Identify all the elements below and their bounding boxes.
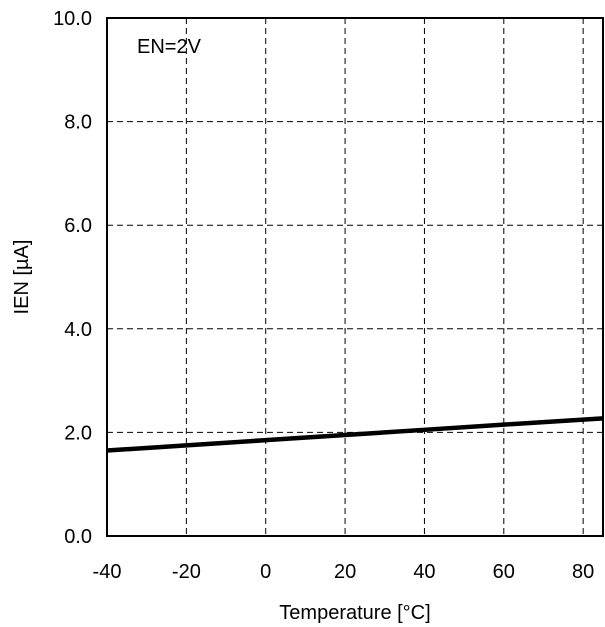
annotation-en-2v: EN=2V [137,36,202,58]
y-tick-label: 2.0 [64,422,92,444]
series-line-0 [106,416,604,453]
grid [107,18,603,536]
y-tick-label: 6.0 [64,215,92,237]
y-tick-label: 0.0 [64,526,92,548]
series-layer [106,416,604,453]
y-tick-label: 8.0 [64,112,92,134]
x-tick-label: 40 [413,561,435,583]
x-tick-label: 0 [260,561,271,583]
x-tick-label: 80 [572,561,594,583]
x-tick-labels: -40 -20 0 20 40 60 80 [93,561,595,583]
x-axis-label: Temperature [°C] [279,602,430,624]
y-tick-labels: 0.0 2.0 4.0 6.0 8.0 10.0 [53,8,92,548]
x-tick-label: 60 [493,561,515,583]
y-tick-label: 4.0 [64,319,92,341]
x-tick-label: -20 [172,561,201,583]
y-tick-label: 10.0 [53,8,92,30]
x-tick-label: -40 [93,561,122,583]
x-tick-label: 20 [334,561,356,583]
plot-frame [106,17,604,537]
y-axis-label: IEN [µA] [11,240,33,315]
